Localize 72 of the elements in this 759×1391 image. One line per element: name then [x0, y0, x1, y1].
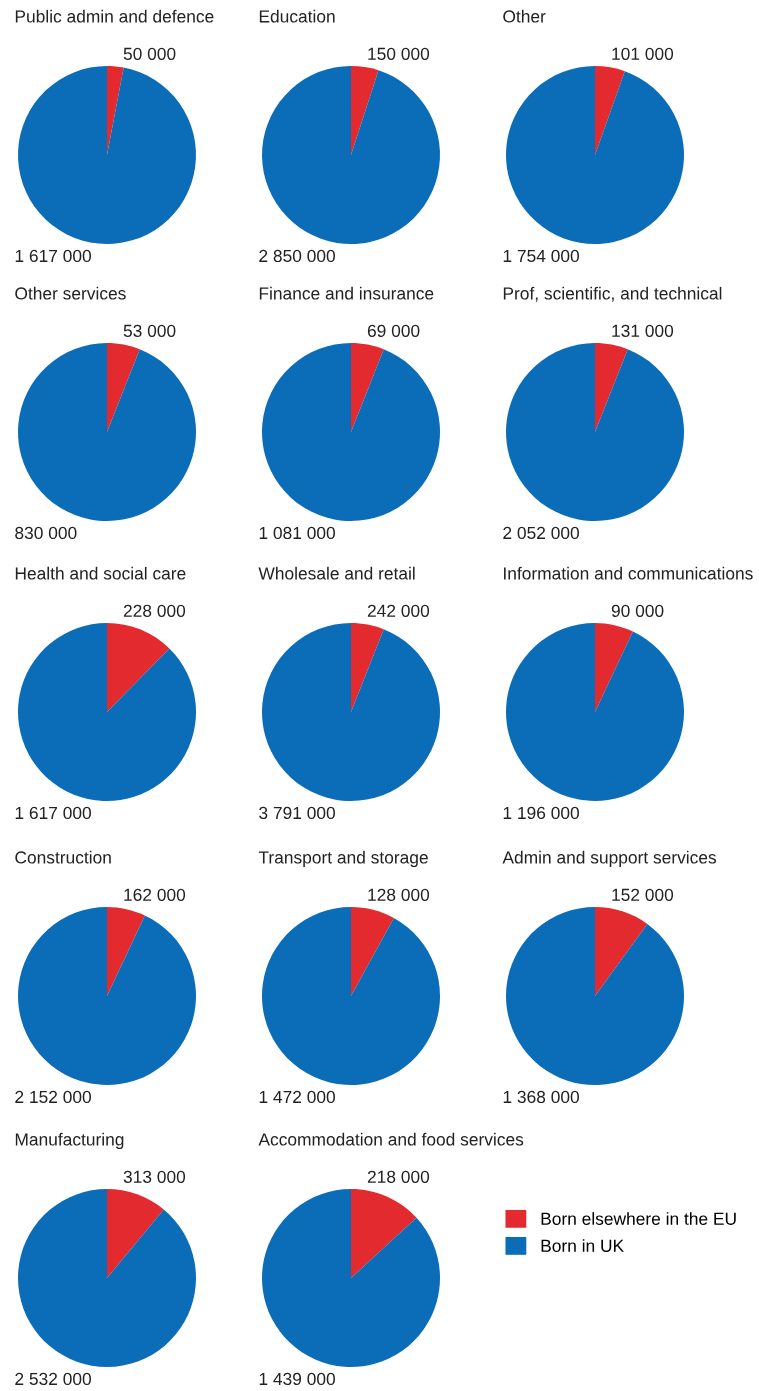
pie-slice	[506, 623, 684, 801]
pie-slice	[351, 1189, 417, 1278]
pie-slice	[18, 343, 196, 521]
chart-title: Education	[259, 9, 335, 23]
data-label: 101 000	[612, 47, 674, 60]
data-label: 152 000	[612, 888, 674, 901]
data-label: 1 439 000	[259, 1372, 335, 1386]
chart-title: Finance and insurance	[259, 286, 434, 300]
pie-slice	[18, 1189, 196, 1367]
chart-title: Health and social care	[15, 566, 186, 580]
data-label: 1 368 000	[503, 1090, 579, 1104]
pie-slice	[262, 623, 440, 801]
pie-slice	[351, 66, 379, 155]
data-label: 1 472 000	[259, 1090, 335, 1104]
pie-slice	[262, 66, 440, 244]
pie-slice	[262, 907, 440, 1085]
pie-slice	[18, 623, 196, 801]
pie-slice	[351, 623, 384, 712]
chart-title: Construction	[15, 850, 111, 864]
data-label: 2 052 000	[503, 526, 579, 540]
chart-title: Wholesale and retail	[258, 566, 415, 580]
pie-slice	[18, 907, 196, 1085]
chart-title: Admin and support services	[502, 850, 717, 868]
chart-title: Manufacturing	[15, 1132, 124, 1150]
pie-slice	[595, 66, 625, 155]
data-label: 128 000	[368, 888, 430, 901]
data-label: 162 000	[124, 888, 186, 901]
pie-slice	[107, 623, 170, 712]
pie-slice	[262, 343, 440, 521]
data-label: 2 532 000	[15, 1372, 91, 1386]
pie-slice	[351, 343, 384, 432]
data-label: 53 000	[123, 324, 176, 337]
data-label: 50 000	[123, 47, 176, 60]
chart-title: Public admin and defence	[15, 9, 214, 23]
pie-slice	[107, 1189, 164, 1278]
data-label: 131 000	[612, 324, 674, 337]
pie-slice	[107, 66, 124, 155]
data-label: 3 791 000	[259, 806, 335, 820]
pie-slice	[595, 907, 648, 996]
chart-title: Other services	[15, 286, 126, 300]
data-label: 1 754 000	[503, 249, 579, 263]
pie-slice	[506, 66, 684, 244]
data-label: 2 152 000	[15, 1090, 91, 1104]
data-label: 90 000	[611, 604, 664, 617]
pie-slice	[595, 623, 633, 712]
pie-slice	[262, 1189, 440, 1367]
pie-slice	[18, 66, 196, 244]
chart-title: Accommodation and food services	[258, 1132, 524, 1146]
data-label: 1 617 000	[15, 806, 91, 820]
pie-slice	[506, 907, 684, 1085]
legend-label: Born elsewhere in the EU	[541, 1212, 736, 1225]
data-label: 150 000	[368, 47, 430, 60]
pie-slice	[351, 907, 394, 996]
data-label: 242 000	[367, 604, 430, 617]
data-label: 313 000	[123, 1170, 186, 1183]
data-label: 2 850 000	[259, 249, 335, 263]
data-label: 1 617 000	[15, 249, 91, 263]
data-label: 1 196 000	[503, 806, 579, 820]
chart-title: Transport and storage	[258, 850, 428, 868]
data-label: 69 000	[367, 324, 420, 337]
pie-slice	[107, 343, 140, 432]
legend-label: Born in UK	[541, 1239, 624, 1252]
pie-slice	[595, 343, 628, 432]
data-label: 218 000	[367, 1170, 430, 1183]
chart-title: Prof, scientific, and technical	[503, 286, 722, 302]
pie-slice	[506, 343, 684, 521]
chart-title: Information and communications	[504, 566, 753, 580]
pie-slice	[107, 907, 145, 996]
chart-title: Other	[503, 9, 546, 23]
data-label: 1 081 000	[259, 526, 335, 540]
data-label: 228 000	[123, 604, 186, 617]
data-label: 830 000	[15, 526, 77, 540]
